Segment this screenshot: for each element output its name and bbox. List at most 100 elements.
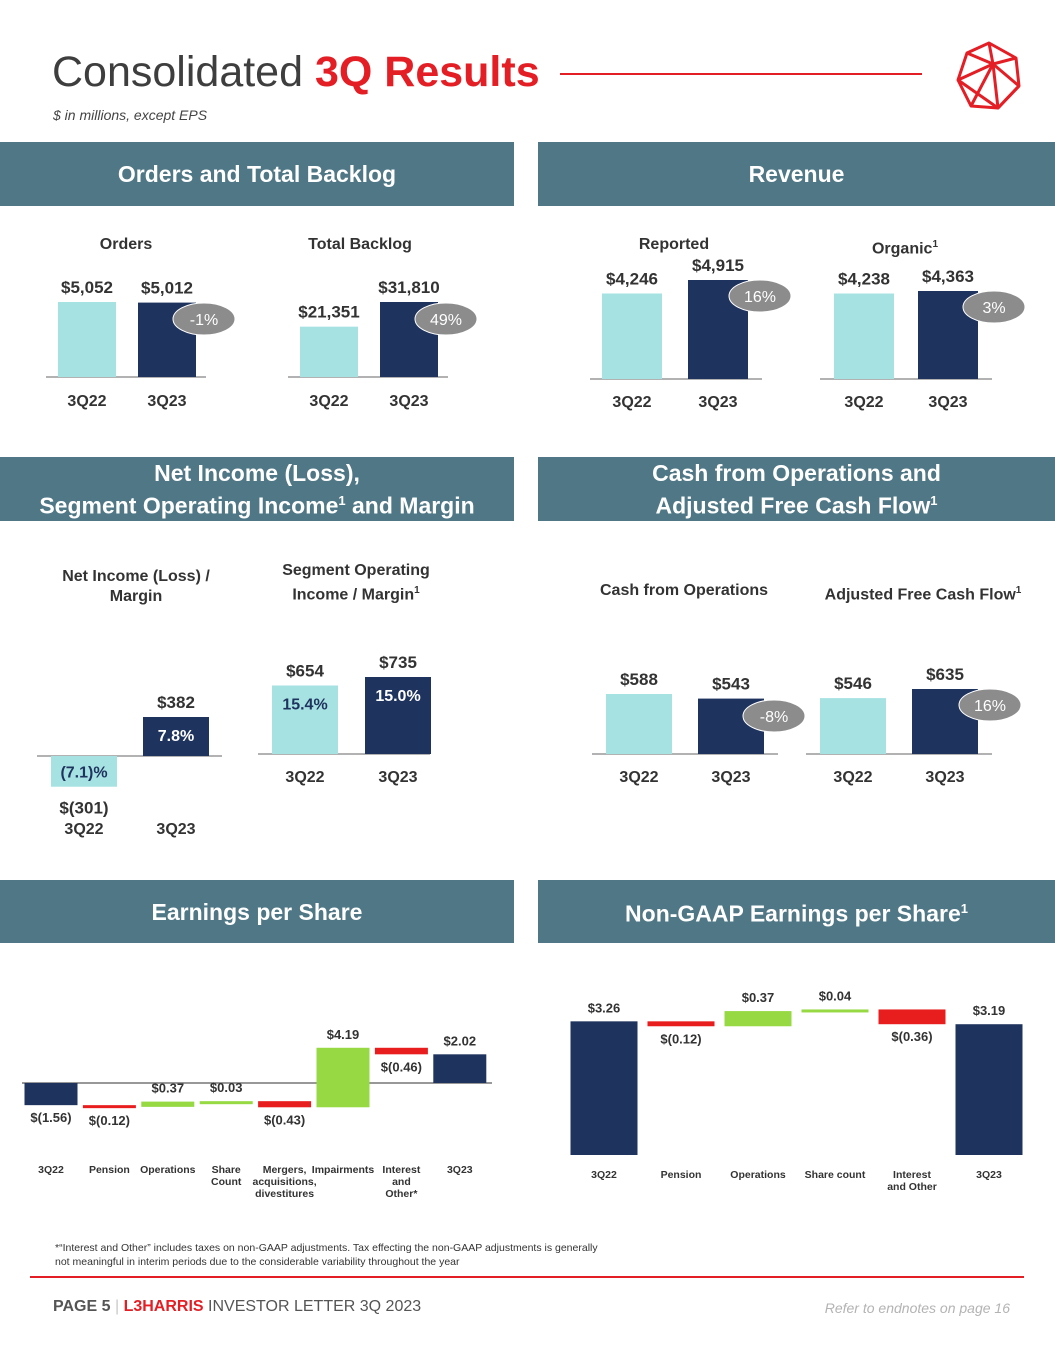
nongaap-bar-pension [647, 1021, 715, 1027]
cfo-category-label: 3Q23 [711, 769, 750, 786]
net_income-bar-3q22 [51, 756, 117, 787]
eps-category-label: Other* [385, 1188, 418, 1200]
footer-rule [30, 1276, 1024, 1278]
organic-category-label: 3Q22 [844, 394, 883, 411]
chart-title-net-income-line1: Net Income (Loss) / [62, 568, 210, 585]
cfo-value-label: $588 [620, 670, 658, 689]
organic-value-label: $4,238 [838, 270, 890, 289]
segment-value-label: $654 [286, 661, 324, 680]
organic-change-label: 3% [982, 300, 1005, 317]
footnote-marker: 1 [930, 492, 938, 508]
nongaap-value-label: $3.26 [588, 1000, 621, 1015]
segment-margin-label: 15.4% [282, 696, 327, 713]
cfo-value-label: $543 [712, 675, 750, 694]
reported-bar-3q22 [602, 293, 662, 379]
eps-category-label: 3Q22 [38, 1164, 64, 1176]
footnote-marker: 1 [414, 585, 420, 596]
eps-bar-interest-and-other [374, 1047, 428, 1055]
backlog-change-label: 49% [430, 312, 462, 329]
afcf-category-label: 3Q22 [833, 769, 872, 786]
orders-category-label: 3Q22 [67, 393, 106, 410]
net_income-value-label: $(301) [59, 799, 108, 818]
reported-category-label: 3Q23 [698, 394, 737, 411]
backlog-change-bubble [414, 302, 478, 336]
net_income-value-label: $382 [157, 693, 195, 712]
organic-category-label: 3Q23 [928, 394, 967, 411]
title-accent: 3Q Results [314, 48, 540, 96]
nongaap-category-label: 3Q23 [976, 1169, 1002, 1181]
net_income-category-label: 3Q22 [64, 821, 103, 838]
footer-left: PAGE 5 | L3HARRIS INVESTOR LETTER 3Q 202… [53, 1298, 421, 1316]
orders-value-label: $5,052 [61, 278, 113, 297]
eps-value-label: $(0.12) [89, 1113, 130, 1128]
eps-category-label: Count [211, 1176, 242, 1188]
title-rule [560, 73, 922, 75]
eps-value-label: $0.03 [210, 1080, 243, 1095]
orders-change-bubble [172, 302, 236, 336]
nongaap-category-label: Share count [805, 1169, 866, 1181]
eps-category-label: 3Q23 [447, 1164, 473, 1176]
eps-category-label: acquisitions, [253, 1176, 317, 1188]
afcf-value-label: $546 [834, 674, 872, 693]
eps-category-label: and [392, 1176, 411, 1188]
banner-eps-label: Earnings per Share [151, 898, 363, 925]
banner-net-income-line2b: and Margin [345, 492, 475, 519]
chart-title-orders: Orders [66, 235, 186, 255]
banner-net-income-line2: Segment Operating Income [39, 492, 339, 519]
eps-category-label: Mergers, [263, 1164, 307, 1176]
orders-bar-3q22 [58, 302, 116, 377]
eps-value-label: $0.37 [152, 1081, 185, 1096]
segment-bar-3q22 [272, 685, 338, 754]
eps-bar-operations [141, 1101, 195, 1107]
banner-revenue: Revenue [538, 142, 1055, 206]
nongaap-category-label: and Other [887, 1181, 937, 1193]
eps-bar-impairments [316, 1047, 370, 1108]
nongaap-value-label: $0.04 [819, 988, 852, 1003]
eps-bar-pension [82, 1105, 136, 1109]
chart-title-net-income-line2: Margin [109, 588, 163, 605]
segment-value-label: $735 [379, 653, 417, 672]
chart-title-segment-line1: Segment Operating [282, 562, 430, 579]
backlog-bar-3q22 [300, 326, 358, 377]
footer-doc: INVESTOR LETTER 3Q 2023 [208, 1298, 422, 1315]
afcf-category-label: 3Q23 [925, 769, 964, 786]
chart-title-segment: Segment Operating Income / Margin1 [256, 561, 456, 605]
nongaap-category-label: Operations [730, 1169, 786, 1181]
nongaap-bar-share-count [801, 1009, 869, 1013]
eps-category-label: Share [212, 1164, 241, 1176]
eps-category-label: Interest [382, 1164, 420, 1176]
footnote-marker: 1 [932, 239, 939, 250]
banner-nongaap-eps-label: Non-GAAP Earnings per Share [625, 900, 961, 927]
organic-value-label: $4,363 [922, 267, 974, 286]
chart-title-cfo-text: Cash from Operations [599, 582, 769, 599]
segment-margin-label: 15.0% [375, 688, 420, 705]
net_income-bar-3q23 [143, 717, 209, 756]
nongaap-category-label: Interest [893, 1169, 931, 1181]
backlog-category-label: 3Q23 [389, 393, 428, 410]
reported-change-label: 16% [744, 289, 776, 306]
page-subtitle: $ in millions, except EPS [53, 107, 208, 123]
nongaap-value-label: $0.37 [742, 990, 775, 1005]
chart-title-orders-text: Orders [99, 236, 153, 253]
nongaap-bar-3q23 [955, 1024, 1023, 1155]
cfo-change-label: -8% [760, 709, 788, 726]
afcf-change-label: 16% [974, 698, 1006, 715]
eps-value-label: $(0.43) [264, 1112, 305, 1127]
chart-title-afcf-text: Adjusted Free Cash Flow [824, 586, 1016, 604]
banner-eps: Earnings per Share [0, 880, 514, 943]
footnote-marker: 1 [960, 901, 968, 917]
footer-separator: | [114, 1298, 120, 1315]
nongaap-bar-interest-and-other [878, 1009, 946, 1025]
afcf-value-label: $635 [926, 665, 964, 684]
eps-bar-mergers-acquisitions-divestitures [258, 1101, 312, 1108]
segment-category-label: 3Q23 [378, 769, 417, 786]
backlog-value-label: $31,810 [378, 278, 439, 297]
page-title: Consolidated 3Q Results [52, 44, 540, 100]
organic-bar-3q22 [834, 293, 894, 379]
cfo-change-bubble [742, 699, 806, 733]
banner-net-income: Net Income (Loss), Segment Operating Inco… [0, 457, 514, 521]
nongaap-value-label: $(0.36) [891, 1029, 932, 1044]
nongaap-category-label: 3Q22 [591, 1169, 617, 1181]
eps-bar-3q22 [24, 1083, 78, 1106]
